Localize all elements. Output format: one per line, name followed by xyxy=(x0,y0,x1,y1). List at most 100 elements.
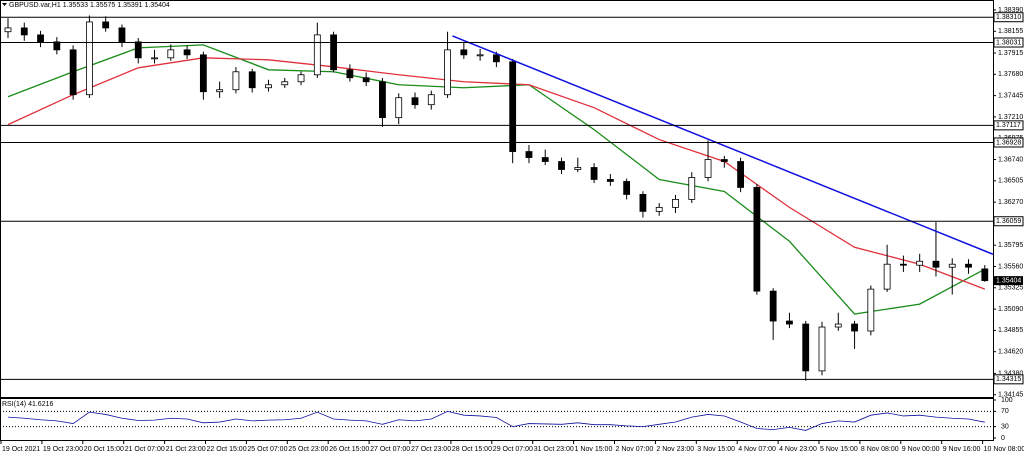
level-label: 1.34315 xyxy=(996,376,1021,383)
x-tick-label: 2 Nov 23:00 xyxy=(656,446,694,453)
candle-body xyxy=(330,34,338,71)
level-box xyxy=(993,374,1024,385)
y-tick-label: 1.36270 xyxy=(998,199,1023,206)
x-tick-label: 31 Oct 23:00 xyxy=(534,446,574,453)
x-tick-label: 9 Nov 16:00 xyxy=(943,446,981,453)
candle-body xyxy=(720,159,728,162)
candle-body xyxy=(509,61,517,152)
candle-body xyxy=(167,49,175,59)
y-tick-label: 1.35795 xyxy=(998,242,1023,249)
x-tick-label: 25 Oct 23:00 xyxy=(288,446,328,453)
y-tick-label: 1.37680 xyxy=(998,71,1023,78)
candle-body xyxy=(737,161,744,188)
candle-body xyxy=(69,49,77,96)
level-label: 1.36059 xyxy=(996,218,1021,225)
candle-body xyxy=(379,81,386,119)
level-box xyxy=(993,216,1024,227)
y-tick-label: 1.36740 xyxy=(998,156,1023,163)
candle-body xyxy=(297,74,305,83)
candle-body xyxy=(151,57,158,60)
candle-body xyxy=(183,49,191,56)
x-tick-label: 10 Nov 08:00 xyxy=(984,446,1024,453)
candle-body xyxy=(900,263,907,266)
candle-body xyxy=(492,54,500,63)
header: GBPUSD.var,H1 1.35533 1.35575 1.35391 1.… xyxy=(2,2,170,9)
candle-body xyxy=(265,84,272,89)
candle-body xyxy=(574,167,582,170)
y-tick-label: 1.36505 xyxy=(998,178,1023,185)
candle-body xyxy=(558,161,565,170)
candle-body xyxy=(362,77,370,83)
candle-body xyxy=(753,187,761,292)
x-tick-label: 19 Oct 2021 xyxy=(2,446,40,453)
candle-body xyxy=(525,151,533,158)
low: 1.35391 xyxy=(117,2,142,9)
rsi-panel xyxy=(0,398,994,441)
candle-body xyxy=(981,268,989,282)
y-tick-label: 1.35090 xyxy=(998,306,1023,313)
x-tick-label: 2 Nov 07:00 xyxy=(616,446,654,453)
candle-body xyxy=(655,206,663,212)
candle-body xyxy=(769,290,777,322)
rsi-tick-label: 100 xyxy=(1001,397,1013,404)
y-tick-label: 1.34855 xyxy=(998,327,1023,334)
x-tick-label: 27 Oct 07:00 xyxy=(370,446,410,453)
symbol: GBPUSD.var,H1 xyxy=(9,2,61,9)
rsi-label: RSI(14) 41.6216 xyxy=(2,401,53,408)
candle-body xyxy=(102,21,110,29)
current-price-box xyxy=(994,276,1023,286)
rsi-tick-label: 30 xyxy=(1001,423,1009,430)
rsi-tick-label: 70 xyxy=(1001,408,1009,415)
current-price-label: 1.35404 xyxy=(996,277,1021,284)
candle-body xyxy=(590,167,598,180)
candle-body xyxy=(883,263,891,290)
candle-body xyxy=(248,71,256,89)
candle-body xyxy=(444,49,451,96)
x-tick-label: 27 Oct 23:00 xyxy=(411,446,451,453)
level-label: 1.38031 xyxy=(996,39,1021,46)
candle-body xyxy=(932,260,940,268)
candle-body xyxy=(346,69,354,79)
y-tick-label: 1.38390 xyxy=(998,7,1023,14)
candle-body xyxy=(916,260,924,266)
header-arrow xyxy=(2,3,7,6)
candle-body xyxy=(37,34,44,43)
x-tick-label: 5 Nov 15:00 xyxy=(820,446,858,453)
rsi-name: RSI(14) xyxy=(2,401,26,408)
rsi-value: 41.6216 xyxy=(28,401,53,408)
level-box xyxy=(993,120,1024,131)
candle-body xyxy=(118,27,126,43)
open: 1.35533 xyxy=(63,2,88,9)
candle-body xyxy=(704,159,712,178)
x-tick-label: 4 Nov 07:00 xyxy=(738,446,776,453)
candle-body xyxy=(948,263,956,268)
candle-body xyxy=(818,326,826,372)
candle-body xyxy=(411,97,419,106)
level-label: 1.37117 xyxy=(996,122,1021,129)
header-text: GBPUSD.var,H1 1.35533 1.35575 1.35391 1.… xyxy=(9,2,170,9)
level-label: 1.36928 xyxy=(996,139,1021,146)
candle-body xyxy=(476,54,484,57)
level-box xyxy=(993,12,1024,23)
candle-body xyxy=(232,71,240,91)
candle-body xyxy=(623,181,631,195)
x-tick-label: 21 Oct 23:00 xyxy=(166,446,206,453)
candle-body xyxy=(688,177,696,200)
x-tick-label: 21 Oct 07:00 xyxy=(125,446,165,453)
candle-body xyxy=(786,320,793,325)
candle-body xyxy=(834,323,842,328)
candle-body xyxy=(672,199,679,208)
level-box xyxy=(993,37,1024,48)
candle-body xyxy=(281,81,289,86)
candle-body xyxy=(4,27,12,33)
candle-body xyxy=(427,94,435,106)
x-tick-label: 1 Nov 15:00 xyxy=(575,446,613,453)
x-tick-label: 25 Oct 07:00 xyxy=(247,446,287,453)
high: 1.35575 xyxy=(90,2,115,9)
candle-body xyxy=(53,41,61,51)
x-tick-label: 4 Nov 23:00 xyxy=(779,446,817,453)
level-box xyxy=(993,137,1024,148)
trendline xyxy=(452,35,994,255)
y-tick-label: 1.37210 xyxy=(998,114,1023,121)
